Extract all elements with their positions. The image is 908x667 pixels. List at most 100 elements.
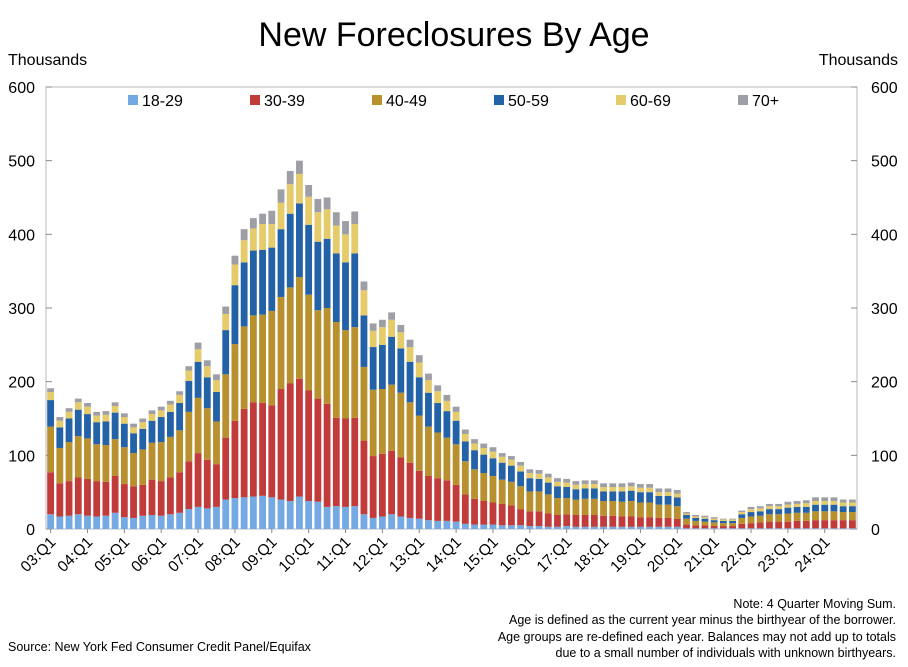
bar-segment-50-59-19:Q2	[646, 492, 654, 503]
bar-segment-60-69-11:Q2	[351, 224, 359, 254]
bar-segment-70+-13:Q1	[415, 355, 423, 363]
bar-segment-50-59-08:Q3	[249, 250, 257, 316]
legend-swatch-60-69	[616, 95, 626, 105]
bar-segment-60-69-19:Q1	[637, 487, 644, 493]
bar-segment-18-29-18:Q1	[600, 526, 607, 529]
bar-segment-30-39-21:Q4	[738, 523, 746, 529]
bar-segment-40-49-24:Q4	[848, 512, 856, 521]
bar-segment-50-59-05:Q3	[139, 428, 147, 450]
bar-segment-70+-15:Q3	[507, 456, 515, 460]
bar-segment-50-59-24:Q4	[848, 506, 856, 513]
bar-segment-18-29-03:Q3	[65, 515, 73, 529]
bar-segment-18-29-13:Q1	[415, 518, 423, 529]
bar-segment-18-29-08:Q1	[231, 498, 239, 529]
bar-segment-70+-18:Q3	[618, 483, 626, 488]
note-line-1: Note: 4 Quarter Moving Sum.	[733, 597, 896, 611]
bar-segment-70+-09:Q3	[286, 170, 294, 185]
bar-segment-40-49-09:Q4	[296, 277, 303, 379]
bar-segment-30-39-15:Q4	[517, 509, 525, 526]
bar-segment-60-69-20:Q1	[673, 493, 681, 498]
bar-segment-50-59-24:Q3	[839, 506, 847, 513]
legend-swatch-50-59	[494, 95, 504, 105]
bar-segment-18-29-17:Q1	[563, 526, 571, 529]
bar-segment-60-69-17:Q3	[581, 484, 589, 489]
bar-segment-60-69-18:Q1	[600, 487, 607, 492]
bar-segment-60-69-15:Q1	[489, 451, 497, 459]
bar-segment-40-49-17:Q4	[590, 498, 598, 516]
bar-segment-30-39-14:Q2	[461, 494, 469, 524]
bar-segment-18-29-19:Q1	[637, 526, 644, 529]
bar-segment-70+-15:Q2	[498, 453, 506, 457]
bar-segment-30-39-14:Q1	[452, 484, 460, 522]
bar-segment-50-59-19:Q1	[637, 492, 644, 503]
bar-segment-70+-23:Q3	[802, 500, 810, 504]
bar-segment-70+-20:Q3	[692, 515, 700, 517]
bar-segment-50-59-06:Q1	[157, 417, 165, 443]
bar-segment-60-69-14:Q3	[471, 443, 478, 451]
x-tick-label: 12:Q1	[349, 534, 391, 576]
bar-segment-50-59-13:Q3	[434, 403, 442, 433]
bar-segment-50-59-12:Q3	[397, 348, 405, 393]
bar-segment-50-59-03:Q4	[74, 409, 82, 437]
bar-segment-60-69-08:Q2	[240, 240, 248, 263]
bar-segment-18-29-20:Q1	[673, 526, 681, 529]
bar-segment-70+-22:Q3	[766, 503, 773, 507]
bar-segment-18-29-16:Q2	[535, 526, 543, 529]
bar-segment-30-39-13:Q3	[434, 478, 442, 521]
bar-segment-30-39-14:Q4	[480, 501, 488, 525]
bar-segment-40-49-16:Q1	[526, 491, 534, 512]
bar-segment-70+-12:Q4	[406, 339, 414, 348]
bar-segment-40-49-05:Q2	[130, 453, 137, 487]
bar-segment-70+-22:Q2	[756, 506, 764, 509]
bar-segment-70+-07:Q1	[194, 342, 202, 350]
bar-segment-40-49-13:Q3	[434, 432, 442, 479]
bar-segment-18-29-05:Q1	[120, 517, 128, 529]
bar-segment-40-49-09:Q2	[277, 296, 285, 390]
bar-segment-18-29-19:Q3	[655, 526, 663, 529]
bar-segment-30-39-12:Q2	[388, 450, 396, 515]
bar-segment-30-39-19:Q2	[646, 517, 654, 527]
bar-segment-70+-19:Q1	[637, 484, 644, 488]
bar-segment-30-39-13:Q2	[425, 475, 432, 521]
bar-segment-70+-19:Q2	[646, 484, 654, 488]
bar-segment-18-29-19:Q2	[646, 526, 654, 529]
bar-segment-40-49-18:Q3	[618, 501, 626, 517]
bar-segment-40-49-19:Q2	[646, 502, 654, 518]
bar-segment-70+-07:Q3	[213, 374, 220, 381]
bar-segment-18-29-17:Q3	[581, 526, 589, 529]
legend-label-70+: 70+	[752, 93, 779, 110]
bar-segment-50-59-18:Q3	[618, 491, 626, 502]
bar-segment-18-29-21:Q3	[729, 528, 736, 529]
bar-segment-18-29-11:Q2	[351, 506, 359, 529]
bar-segment-60-69-15:Q2	[498, 456, 506, 463]
bar-segment-50-59-15:Q4	[517, 471, 525, 487]
bar-segment-50-59-05:Q4	[148, 420, 156, 443]
bar-segment-30-39-17:Q2	[572, 515, 580, 527]
bar-segment-70+-05:Q1	[120, 413, 128, 418]
bar-segment-30-39-06:Q3	[176, 472, 184, 513]
bar-segment-40-49-15:Q4	[517, 486, 525, 510]
bar-segment-30-39-05:Q4	[148, 479, 156, 515]
x-tick-label: 18:Q1	[571, 534, 613, 576]
bar-segment-18-29-16:Q4	[554, 526, 561, 529]
bar-segment-70+-04:Q3	[102, 411, 110, 415]
bar-segment-18-29-23:Q2	[793, 528, 801, 529]
bar-segment-70+-09:Q2	[277, 189, 285, 203]
bar-segment-70+-05:Q3	[139, 418, 147, 423]
bar-segment-40-49-22:Q4	[775, 514, 783, 522]
bar-segment-18-29-08:Q4	[259, 495, 266, 529]
bar-segment-40-49-23:Q4	[812, 511, 819, 521]
bar-segment-70+-11:Q1	[342, 221, 349, 235]
bar-segment-30-39-09:Q3	[286, 383, 294, 502]
bar-segment-70+-10:Q2	[314, 198, 322, 213]
y-tick-label-right: 0	[871, 522, 880, 539]
bar-segment-70+-11:Q3	[360, 281, 368, 291]
x-tick-label: 17:Q1	[534, 534, 576, 576]
bar-segment-70+-15:Q1	[489, 447, 497, 452]
bar-segment-30-39-07:Q3	[213, 464, 220, 507]
bar-segment-50-59-18:Q2	[609, 491, 617, 502]
bar-segment-70+-05:Q4	[148, 410, 156, 415]
bar-segment-40-49-06:Q4	[185, 411, 193, 462]
bar-segment-60-69-22:Q3	[766, 506, 773, 510]
x-tick-label: 21:Q1	[681, 534, 723, 576]
